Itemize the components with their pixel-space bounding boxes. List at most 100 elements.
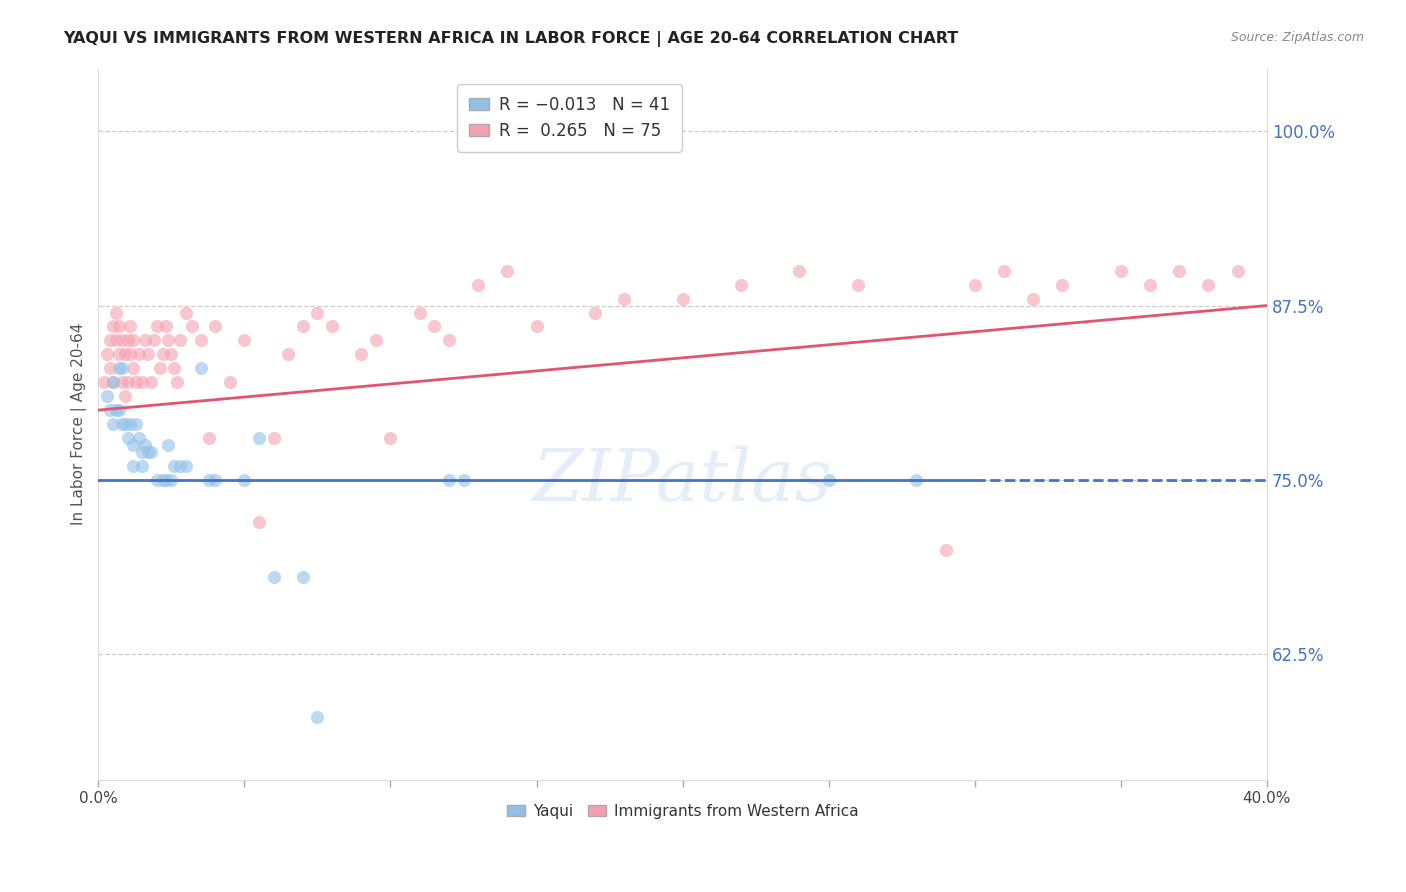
- Point: [846, 277, 869, 292]
- Point: [117, 431, 139, 445]
- Point: [128, 431, 150, 445]
- Point: [204, 319, 226, 334]
- Point: [101, 319, 124, 334]
- Point: [107, 361, 129, 376]
- Point: [672, 292, 695, 306]
- Point: [496, 263, 519, 277]
- Point: [321, 319, 343, 334]
- Point: [263, 431, 285, 445]
- Point: [160, 347, 183, 361]
- Y-axis label: In Labor Force | Age 20-64: In Labor Force | Age 20-64: [72, 323, 87, 525]
- Point: [174, 305, 197, 319]
- Point: [139, 445, 162, 459]
- Point: [789, 263, 811, 277]
- Point: [114, 389, 136, 403]
- Point: [152, 347, 174, 361]
- Point: [136, 445, 159, 459]
- Point: [134, 438, 156, 452]
- Point: [364, 334, 387, 348]
- Point: [146, 473, 169, 487]
- Point: [117, 334, 139, 348]
- Point: [96, 347, 118, 361]
- Point: [526, 319, 548, 334]
- Point: [157, 334, 180, 348]
- Text: YAQUI VS IMMIGRANTS FROM WESTERN AFRICA IN LABOR FORCE | AGE 20-64 CORRELATION C: YAQUI VS IMMIGRANTS FROM WESTERN AFRICA …: [63, 31, 959, 47]
- Point: [101, 376, 124, 390]
- Point: [155, 473, 177, 487]
- Point: [120, 417, 142, 431]
- Point: [125, 376, 148, 390]
- Point: [218, 376, 240, 390]
- Point: [131, 445, 153, 459]
- Point: [277, 347, 299, 361]
- Text: ZIPatlas: ZIPatlas: [533, 446, 832, 516]
- Point: [905, 473, 928, 487]
- Point: [125, 417, 148, 431]
- Point: [98, 361, 121, 376]
- Point: [114, 347, 136, 361]
- Point: [993, 263, 1015, 277]
- Point: [101, 417, 124, 431]
- Point: [613, 292, 636, 306]
- Point: [114, 417, 136, 431]
- Point: [104, 403, 127, 417]
- Point: [467, 277, 489, 292]
- Point: [98, 334, 121, 348]
- Point: [111, 376, 134, 390]
- Point: [166, 376, 188, 390]
- Point: [120, 347, 142, 361]
- Point: [169, 458, 191, 473]
- Point: [152, 473, 174, 487]
- Point: [174, 458, 197, 473]
- Point: [149, 361, 172, 376]
- Point: [198, 473, 221, 487]
- Point: [1109, 263, 1132, 277]
- Point: [263, 570, 285, 584]
- Point: [350, 347, 373, 361]
- Point: [131, 376, 153, 390]
- Point: [104, 305, 127, 319]
- Point: [437, 473, 460, 487]
- Point: [93, 376, 115, 390]
- Point: [122, 438, 145, 452]
- Point: [190, 361, 212, 376]
- Point: [107, 319, 129, 334]
- Point: [107, 403, 129, 417]
- Point: [423, 319, 446, 334]
- Point: [1052, 277, 1074, 292]
- Point: [107, 347, 129, 361]
- Legend: Yaqui, Immigrants from Western Africa: Yaqui, Immigrants from Western Africa: [501, 798, 865, 825]
- Point: [1226, 263, 1249, 277]
- Point: [101, 376, 124, 390]
- Point: [233, 473, 256, 487]
- Point: [120, 319, 142, 334]
- Point: [307, 710, 329, 724]
- Point: [963, 277, 986, 292]
- Point: [122, 361, 145, 376]
- Point: [146, 319, 169, 334]
- Point: [190, 334, 212, 348]
- Point: [142, 334, 165, 348]
- Point: [104, 334, 127, 348]
- Point: [169, 334, 191, 348]
- Point: [453, 473, 475, 487]
- Point: [730, 277, 752, 292]
- Point: [1168, 263, 1191, 277]
- Point: [122, 458, 145, 473]
- Point: [139, 376, 162, 390]
- Point: [380, 431, 402, 445]
- Point: [437, 334, 460, 348]
- Point: [155, 319, 177, 334]
- Point: [307, 305, 329, 319]
- Point: [1022, 292, 1045, 306]
- Point: [157, 438, 180, 452]
- Point: [1139, 277, 1161, 292]
- Point: [409, 305, 432, 319]
- Point: [204, 473, 226, 487]
- Point: [233, 334, 256, 348]
- Point: [1198, 277, 1220, 292]
- Text: Source: ZipAtlas.com: Source: ZipAtlas.com: [1230, 31, 1364, 45]
- Point: [817, 473, 839, 487]
- Point: [583, 305, 606, 319]
- Point: [131, 458, 153, 473]
